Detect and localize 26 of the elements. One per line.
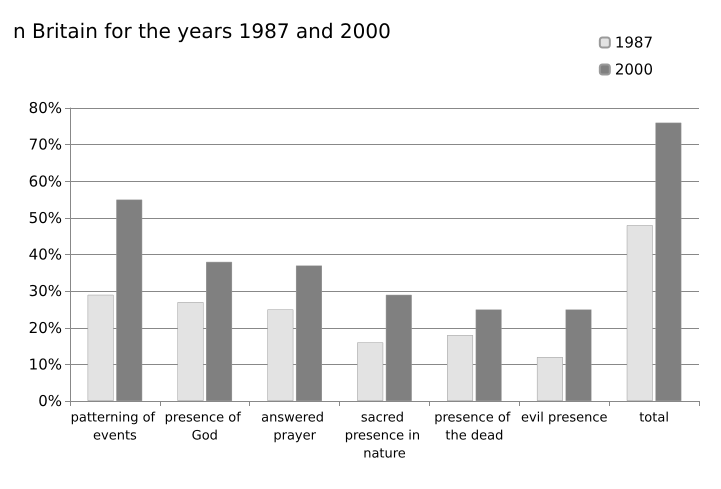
x-tick-label: total <box>639 410 669 426</box>
y-tick-label: 20% <box>28 318 62 337</box>
bar <box>177 302 204 401</box>
bar <box>267 309 294 401</box>
x-tick-label: patterning of events <box>70 410 160 444</box>
y-tick-label: 70% <box>28 136 62 154</box>
bar <box>88 294 114 401</box>
y-tick-label: 40% <box>28 246 62 264</box>
x-tick-label: presence of God <box>164 410 245 444</box>
bar <box>536 357 563 401</box>
y-tick-label: 0% <box>38 392 62 410</box>
y-tick-label: 30% <box>28 282 62 300</box>
bar <box>447 335 474 401</box>
legend-label: 2000 <box>614 60 654 78</box>
y-tick-label: 10% <box>28 355 62 374</box>
x-tick-label: answered prayer <box>261 410 328 444</box>
x-tick-label: presence of the dead <box>434 410 514 444</box>
y-tick-label: 80% <box>28 99 62 117</box>
legend-label: 1987 <box>614 34 654 52</box>
chart-title: n Britain for the years 1987 and 2000 <box>13 19 391 43</box>
y-tick-label: 50% <box>28 208 62 227</box>
x-tick-label: sacred presence in nature <box>344 410 424 462</box>
bar <box>626 225 653 401</box>
y-tick-label: 60% <box>28 172 62 190</box>
x-tick-label: evil presence <box>520 410 608 426</box>
bar <box>357 342 384 401</box>
